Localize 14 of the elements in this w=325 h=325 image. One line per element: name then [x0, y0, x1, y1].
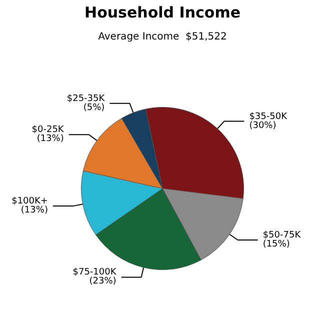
- data-label: (30%): [249, 120, 276, 131]
- slice-label: $75-100K: [72, 268, 118, 278]
- data-label: (13%): [20, 206, 48, 216]
- data-label: (13%): [36, 134, 64, 144]
- slice-label: $50-75K: [262, 230, 302, 241]
- slice-label: $100K+: [12, 196, 48, 207]
- slice-label: $35-50K: [249, 112, 288, 122]
- chart-title: Household Income: [84, 4, 240, 22]
- chart-subtitle: Average Income $51,522: [98, 32, 227, 42]
- data-label: (15%): [262, 240, 290, 250]
- slice-label: $0-25K: [32, 125, 65, 136]
- slice-label: $25-35K: [66, 94, 106, 104]
- data-label: (23%): [89, 276, 116, 287]
- data-label: (5%): [83, 102, 105, 113]
